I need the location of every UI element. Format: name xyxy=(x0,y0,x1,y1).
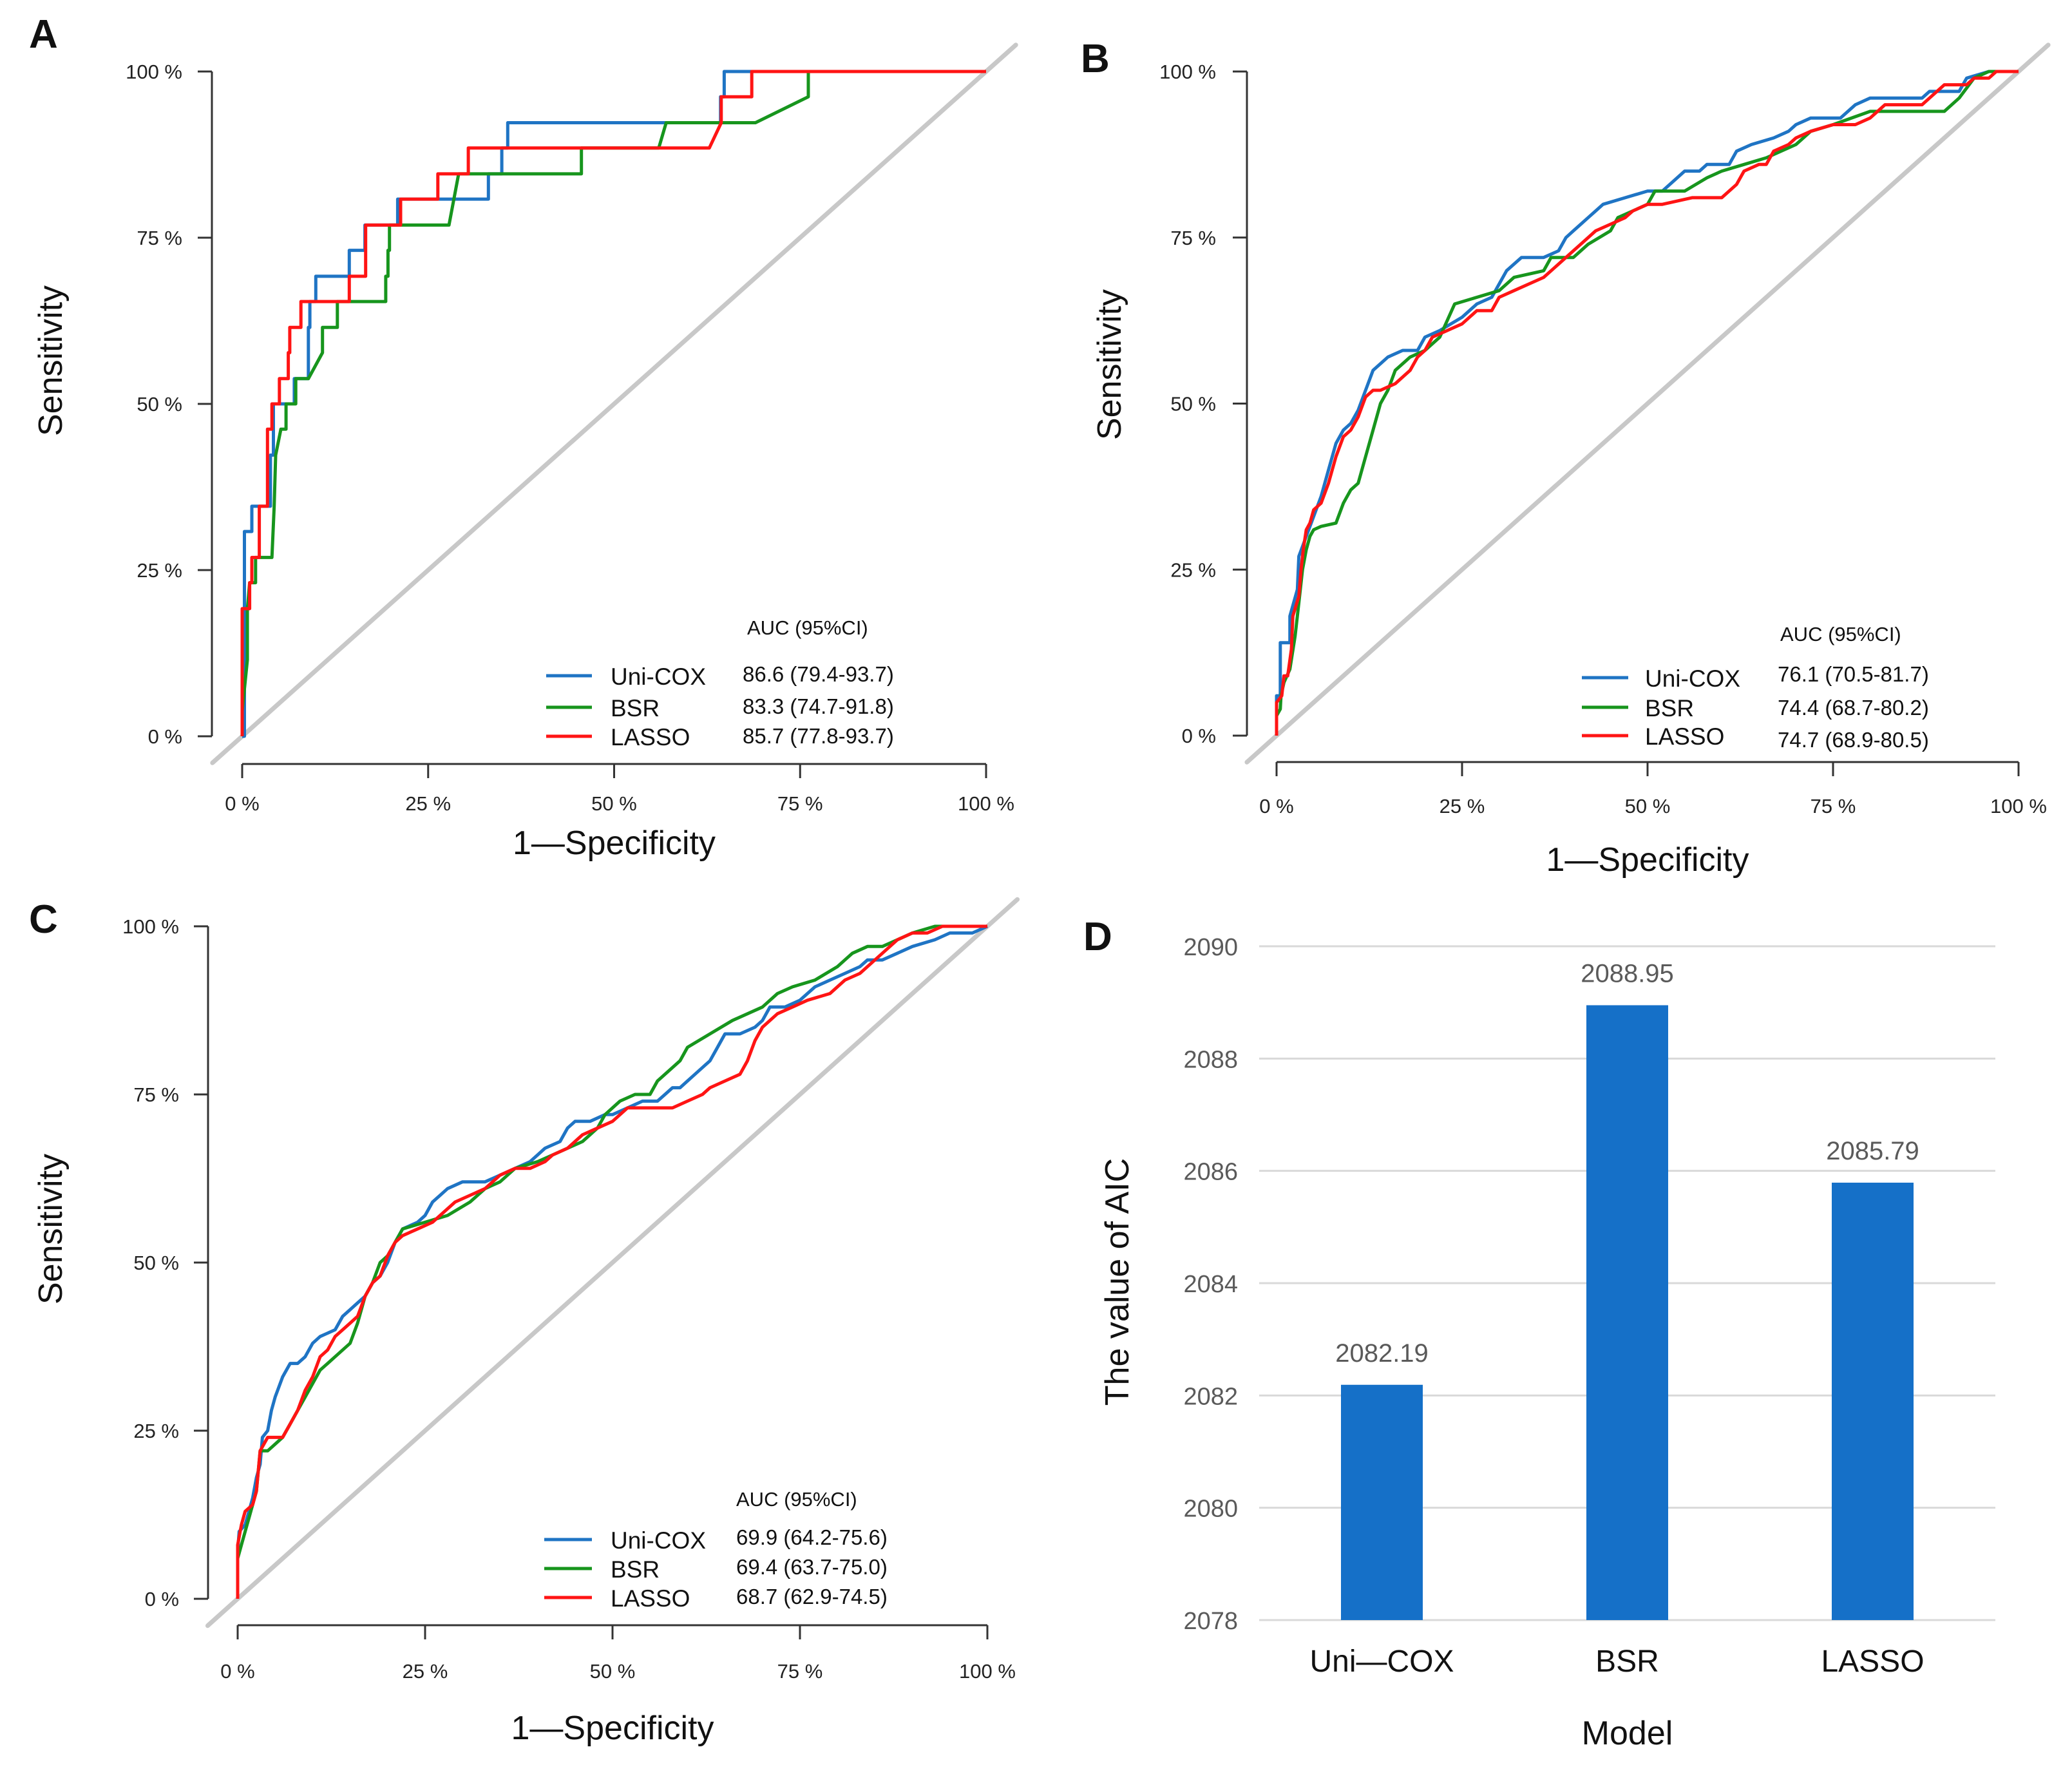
x-tick-label: 75 % xyxy=(777,1660,823,1683)
bar-1 xyxy=(1586,1005,1668,1620)
panel-label: A xyxy=(29,12,58,57)
legend-series-name: BSR xyxy=(611,695,660,721)
legend-auc-value: 74.7 (68.9-80.5) xyxy=(1778,728,1929,752)
x-tick-label: 0 % xyxy=(220,1660,254,1683)
y-tick-label: 25 % xyxy=(137,559,182,582)
y-axis-title: The value of AIC xyxy=(1099,1158,1136,1406)
x-category-label: BSR xyxy=(1595,1645,1659,1679)
x-tick-label: 50 % xyxy=(590,1660,636,1683)
y-tick-label: 50 % xyxy=(1170,393,1216,415)
bar-0 xyxy=(1341,1384,1423,1620)
panel-label: C xyxy=(29,897,58,942)
legend-series-name: LASSO xyxy=(611,724,690,750)
bar-value-label: 2085.79 xyxy=(1826,1137,1919,1165)
panel-b: B 0 % 25 % 50 % 75 % 100 % 0 % 25 % 50 % 75 % 100… xyxy=(1081,37,2051,879)
legend-auc-value: 83.3 (74.7-91.8) xyxy=(743,694,894,718)
legend-auc-value: 86.6 (79.4-93.7) xyxy=(743,662,894,686)
y-tick-label: 100 % xyxy=(126,61,182,83)
x-axis-title: Model xyxy=(1582,1715,1673,1752)
x-tick-label: 100 % xyxy=(958,792,1014,815)
y-tick-label: 100 % xyxy=(122,915,179,938)
roc-curve-lasso xyxy=(236,924,987,1599)
roc-curve-unicox xyxy=(236,924,989,1599)
x-tick-label: 0 % xyxy=(1259,795,1293,817)
roc-curve-unicox xyxy=(242,70,986,738)
y-tick-label: 0 % xyxy=(148,725,182,748)
y-tick-label: 75 % xyxy=(133,1083,179,1106)
x-tick-label: 75 % xyxy=(1811,795,1856,817)
legend-series-name: Uni-COX xyxy=(611,1527,706,1554)
x-tick-label: 0 % xyxy=(225,792,259,815)
legend-auc-value: 74.4 (68.7-80.2) xyxy=(1778,696,1929,720)
x-tick-label: 100 % xyxy=(1990,795,2047,817)
x-tick-label: 25 % xyxy=(1440,795,1485,817)
legend-series-name: BSR xyxy=(611,1556,660,1583)
x-tick-label: 50 % xyxy=(591,792,637,815)
x-tick-label: 25 % xyxy=(403,1660,448,1683)
legend-series-name: LASSO xyxy=(1645,723,1724,750)
x-tick-label: 50 % xyxy=(1625,795,1671,817)
y-tick-label: 2088 xyxy=(1183,1046,1238,1073)
legend-header: AUC (95%CI) xyxy=(1780,623,1901,645)
x-tick-label: 25 % xyxy=(405,792,451,815)
reference-diagonal-line xyxy=(210,43,1018,765)
reference-diagonal-line xyxy=(205,897,1020,1628)
panel-label: B xyxy=(1081,37,1110,81)
x-axis-title: 1—Specificity xyxy=(1546,841,1749,879)
x-category-label: LASSO xyxy=(1821,1645,1924,1679)
roc-curve-lasso xyxy=(240,70,986,736)
legend-auc-value: 69.9 (64.2-75.6) xyxy=(736,1525,888,1549)
y-tick-label: 50 % xyxy=(137,393,182,415)
roc-curve-bsr xyxy=(1275,70,2019,736)
y-tick-label: 2082 xyxy=(1183,1383,1238,1410)
y-axis-title: Sensitivity xyxy=(32,1154,70,1304)
panel-a: A 0 % 25 % 50 % 75 % 100 % 0 % 25 % 50 % 75 % 100… xyxy=(29,12,1018,862)
bar-2 xyxy=(1832,1182,1914,1620)
y-tick-label: 2086 xyxy=(1183,1159,1238,1186)
roc-curve-lasso xyxy=(1275,70,2019,736)
y-tick-label: 100 % xyxy=(1159,61,1216,83)
legend-auc-value: 68.7 (62.9-74.5) xyxy=(736,1585,888,1608)
x-category-label: Uni—COX xyxy=(1309,1645,1454,1679)
y-axis-title: Sensitivity xyxy=(32,285,70,436)
panel-c: C 0 % 25 % 50 % 75 % 100 % 0 % 25 % 50 % 75 % 100… xyxy=(29,897,1020,1747)
y-tick-label: 25 % xyxy=(1170,558,1216,581)
legend-auc-value: 69.4 (63.7-75.0) xyxy=(736,1555,888,1579)
y-tick-label: 2078 xyxy=(1183,1608,1238,1635)
y-tick-label: 2084 xyxy=(1183,1271,1238,1298)
x-tick-label: 100 % xyxy=(959,1660,1016,1683)
panel-label: D xyxy=(1083,915,1112,959)
legend-series-name: LASSO xyxy=(611,1585,690,1612)
y-tick-label: 75 % xyxy=(1170,227,1216,249)
y-tick-label: 0 % xyxy=(145,1588,179,1610)
y-tick-label: 25 % xyxy=(133,1420,179,1442)
legend-series-name: Uni-COX xyxy=(611,663,706,690)
legend-auc-value: 85.7 (77.8-93.7) xyxy=(743,724,894,748)
bar-value-label: 2088.95 xyxy=(1581,960,1674,988)
legend-header: AUC (95%CI) xyxy=(736,1488,857,1511)
panel-d: D 2078 2080 2082 2084 2086 2088 2090 2082.19 Uni… xyxy=(1083,915,1995,1752)
x-tick-label: 75 % xyxy=(777,792,823,815)
y-axis-title: Sensitivity xyxy=(1091,289,1128,440)
x-axis-title: 1—Specificity xyxy=(513,825,716,862)
bar-value-label: 2082.19 xyxy=(1335,1339,1429,1368)
legend-series-name: BSR xyxy=(1645,695,1694,721)
y-tick-label: 2080 xyxy=(1183,1496,1238,1523)
legend-header: AUC (95%CI) xyxy=(747,616,868,639)
legend-series-name: Uni-COX xyxy=(1645,665,1740,692)
reference-diagonal-line xyxy=(1244,43,2051,765)
roc-curve-unicox xyxy=(1275,70,2019,736)
legend-auc-value: 76.1 (70.5-81.7) xyxy=(1778,662,1929,686)
x-axis-title: 1—Specificity xyxy=(511,1710,714,1747)
y-tick-label: 2090 xyxy=(1183,934,1238,961)
y-tick-label: 0 % xyxy=(1182,725,1216,747)
y-tick-label: 50 % xyxy=(133,1252,179,1274)
y-tick-label: 75 % xyxy=(137,227,182,249)
